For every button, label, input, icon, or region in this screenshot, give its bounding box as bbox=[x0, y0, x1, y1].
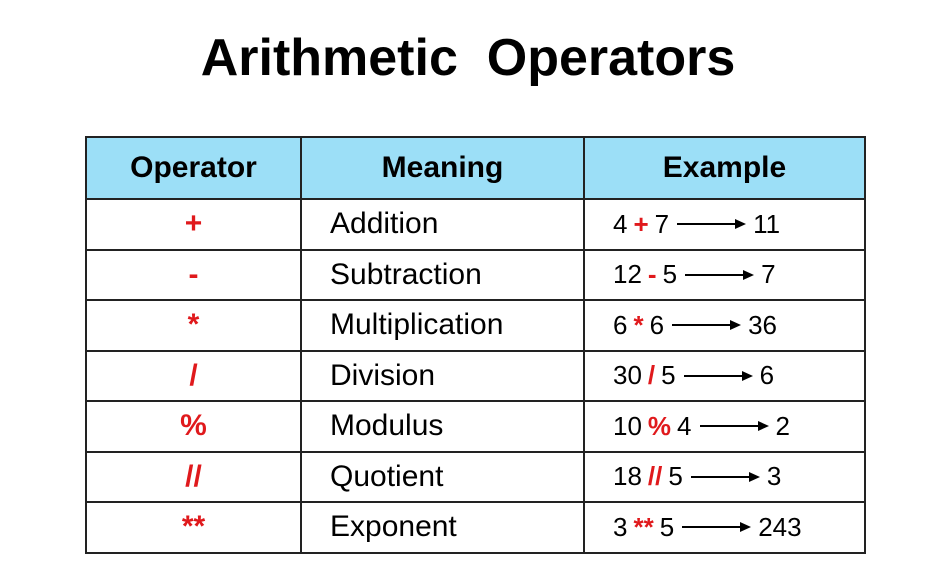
example: 6 * 6 36 bbox=[613, 310, 864, 341]
left-operand: 12 bbox=[613, 259, 642, 290]
example-cell: 30/5 6 bbox=[583, 349, 866, 402]
left-operand: 4 bbox=[613, 208, 628, 239]
operators-table: Operator Meaning Example + Addition 4 +7 11- Su… bbox=[85, 136, 866, 554]
operator-cell: // bbox=[85, 450, 302, 503]
example-operator: // bbox=[647, 461, 663, 492]
result: 36 bbox=[748, 309, 777, 340]
meaning-cell: Subtraction bbox=[300, 248, 585, 301]
left-operand: 3 bbox=[613, 511, 628, 542]
right-operand: 7 bbox=[654, 208, 670, 239]
left-operand: 10 bbox=[613, 410, 642, 441]
operator-cell: + bbox=[85, 198, 302, 251]
left-operand: 30 bbox=[613, 360, 642, 391]
column-header: Operator bbox=[85, 136, 302, 200]
meaning-cell: Multiplication bbox=[300, 299, 585, 352]
example-operator: - bbox=[647, 259, 657, 290]
result: 6 bbox=[759, 360, 775, 391]
arrow bbox=[683, 370, 753, 381]
arrow bbox=[690, 471, 760, 482]
example: 3 ** 5 243 bbox=[613, 512, 864, 543]
result: 7 bbox=[761, 259, 776, 290]
meaning-cell: Division bbox=[300, 349, 585, 402]
example: 4 +7 11 bbox=[613, 209, 864, 240]
right-operand: 5 bbox=[659, 511, 675, 542]
title: Arithmetic Operators bbox=[200, 29, 736, 87]
result: 243 bbox=[758, 511, 802, 542]
table-row: - Subtraction 12-5 7 bbox=[85, 248, 866, 301]
operator-cell: - bbox=[85, 248, 302, 301]
result: 11 bbox=[753, 208, 781, 239]
operator-cell: ** bbox=[85, 501, 302, 554]
example-cell: 3 ** 5 243 bbox=[583, 501, 866, 554]
example-operator: * bbox=[633, 309, 644, 340]
example-operator: ** bbox=[633, 511, 654, 542]
operator-cell: * bbox=[85, 299, 302, 352]
table-row: / Division 30/5 6 bbox=[85, 349, 866, 402]
example: 30/5 6 bbox=[613, 360, 864, 391]
example-operator: / bbox=[647, 360, 656, 391]
example-cell: 12-5 7 bbox=[583, 248, 866, 301]
example: 10% 4 2 bbox=[613, 411, 864, 442]
example-cell: 10% 4 2 bbox=[583, 400, 866, 453]
right-operand: 5 bbox=[662, 259, 678, 290]
meaning-cell: Modulus bbox=[300, 400, 585, 453]
arrow bbox=[677, 219, 747, 230]
result: 2 bbox=[775, 410, 790, 441]
column-header: Meaning bbox=[300, 136, 585, 200]
right-operand: 5 bbox=[661, 360, 676, 391]
right-operand: 6 bbox=[649, 309, 665, 340]
left-operand: 18 bbox=[613, 461, 642, 492]
meaning-cell: Quotient bbox=[300, 450, 585, 503]
table-body: + Addition 4 +7 11- Subtraction 12-5 7 * Multipli… bbox=[85, 198, 866, 554]
example-cell: 4 +7 11 bbox=[583, 198, 866, 251]
table-row: % Modulus 10% 4 2 bbox=[85, 400, 866, 453]
operator-cell: % bbox=[85, 400, 302, 453]
arrow bbox=[685, 269, 755, 280]
arrow bbox=[672, 320, 742, 331]
example-cell: 18//5 3 bbox=[583, 450, 866, 503]
example-operator: + bbox=[633, 208, 649, 239]
arrow bbox=[682, 522, 752, 533]
table-row: + Addition 4 +7 11 bbox=[85, 198, 866, 251]
right-operand: 5 bbox=[668, 461, 683, 492]
column-header: Example bbox=[583, 136, 866, 200]
example: 12-5 7 bbox=[613, 259, 864, 290]
meaning-cell: Exponent bbox=[300, 501, 585, 554]
table-row: * Multiplication 6 * 6 36 bbox=[85, 299, 866, 352]
arrow bbox=[699, 421, 769, 432]
example-cell: 6 * 6 36 bbox=[583, 299, 866, 352]
result: 3 bbox=[766, 461, 782, 492]
operator-cell: / bbox=[85, 349, 302, 402]
meaning-cell: Addition bbox=[300, 198, 585, 251]
example: 18//5 3 bbox=[613, 461, 864, 492]
left-operand: 6 bbox=[613, 309, 628, 340]
table-row: ** Exponent 3 ** 5 243 bbox=[85, 501, 866, 554]
example-operator: % bbox=[647, 410, 672, 441]
header-row: Operator Meaning Example bbox=[85, 136, 866, 200]
table-row: //Quotient 18//5 3 bbox=[85, 450, 866, 503]
right-operand: 4 bbox=[677, 410, 692, 441]
